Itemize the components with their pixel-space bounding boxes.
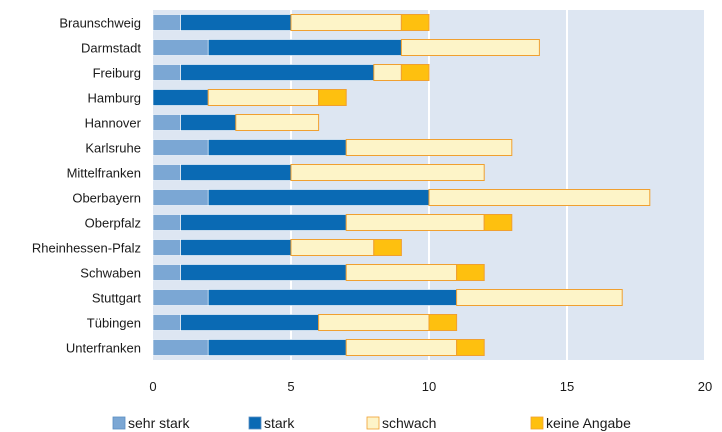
bar-segment xyxy=(152,239,181,256)
bar-segment xyxy=(152,339,209,356)
legend-swatch xyxy=(530,416,544,430)
bar-segment xyxy=(235,114,320,131)
bar-segment xyxy=(207,289,457,306)
legend-label: sehr stark xyxy=(128,415,190,431)
bar-segment xyxy=(290,14,402,31)
x-tick-label: 0 xyxy=(149,379,156,394)
x-tick-labels: 0 5 10 15 20 xyxy=(149,379,712,394)
x-tick-label: 5 xyxy=(287,379,294,394)
category-label: Oberpfalz xyxy=(85,216,141,231)
bar-segment xyxy=(152,164,181,181)
legend-swatch xyxy=(112,416,126,430)
category-label: Schwaben xyxy=(80,266,141,281)
category-label: Freiburg xyxy=(93,66,141,81)
bar-segment xyxy=(152,264,181,281)
bar-segment xyxy=(152,114,181,131)
bar-segment xyxy=(345,214,485,231)
category-label: Braunschweig xyxy=(59,16,141,31)
bar-segment xyxy=(318,314,430,331)
legend-label: stark xyxy=(264,415,295,431)
bar-segment xyxy=(152,89,209,106)
category-label: Darmstadt xyxy=(81,41,141,56)
category-labels: Braunschweig Darmstadt Freiburg Hamburg Hann… xyxy=(32,16,142,356)
bar-segment xyxy=(207,189,430,206)
bar-segment xyxy=(428,314,458,331)
bar-segment xyxy=(180,164,292,181)
category-label: Tübingen xyxy=(87,316,141,331)
bar-segment xyxy=(373,64,402,81)
category-label: Hannover xyxy=(85,116,142,131)
bar-segment xyxy=(152,14,181,31)
bar-segment xyxy=(345,264,458,281)
bar-segment xyxy=(400,64,430,81)
bar-segment xyxy=(400,14,430,31)
legend-label: schwach xyxy=(382,415,436,431)
x-tick-label: 20 xyxy=(698,379,712,394)
bar-segment xyxy=(152,64,181,81)
bar-segment xyxy=(345,139,513,156)
category-label: Oberbayern xyxy=(72,191,141,206)
bar-segment xyxy=(180,214,347,231)
bar-segment xyxy=(152,314,181,331)
x-tick-label: 15 xyxy=(560,379,574,394)
bar-segment xyxy=(180,314,319,331)
bar-segment xyxy=(152,214,181,231)
bar-segment xyxy=(456,339,485,356)
bar-segment xyxy=(180,64,375,81)
bar-segment xyxy=(428,189,651,206)
bar-segment xyxy=(207,339,347,356)
bar-segment xyxy=(207,89,320,106)
bar-segment xyxy=(180,239,292,256)
category-label: Unterfranken xyxy=(66,341,141,356)
bar-segment xyxy=(456,289,623,306)
bar-segment xyxy=(152,289,209,306)
category-label: Karlsruhe xyxy=(85,141,141,156)
category-label: Hamburg xyxy=(88,91,141,106)
bar-segment xyxy=(345,339,458,356)
category-label: Mittelfranken xyxy=(67,166,141,181)
bar-segment xyxy=(152,139,209,156)
legend-swatch xyxy=(248,416,262,430)
bar-segment xyxy=(180,264,347,281)
bar-segment xyxy=(456,264,485,281)
bar-segment xyxy=(290,239,375,256)
category-label: Stuttgart xyxy=(92,291,142,306)
legend-swatch xyxy=(366,416,380,430)
bar-segment xyxy=(152,189,209,206)
bar-segment xyxy=(180,14,292,31)
bar-segment xyxy=(152,39,209,56)
legend-label: keine Angabe xyxy=(546,415,631,431)
bar-segment xyxy=(180,114,237,131)
x-tick-label: 10 xyxy=(422,379,436,394)
bar-segment xyxy=(483,214,513,231)
category-label: Rheinhessen-Pfalz xyxy=(32,241,141,256)
bar-segment xyxy=(290,164,485,181)
bar-segment xyxy=(318,89,347,106)
bars xyxy=(152,14,651,356)
bar-segment xyxy=(207,139,347,156)
bar-segment xyxy=(207,39,402,56)
legend: sehr stark stark schwach keine Angabe xyxy=(112,415,631,431)
bar-segment xyxy=(400,39,540,56)
bar-segment xyxy=(373,239,402,256)
